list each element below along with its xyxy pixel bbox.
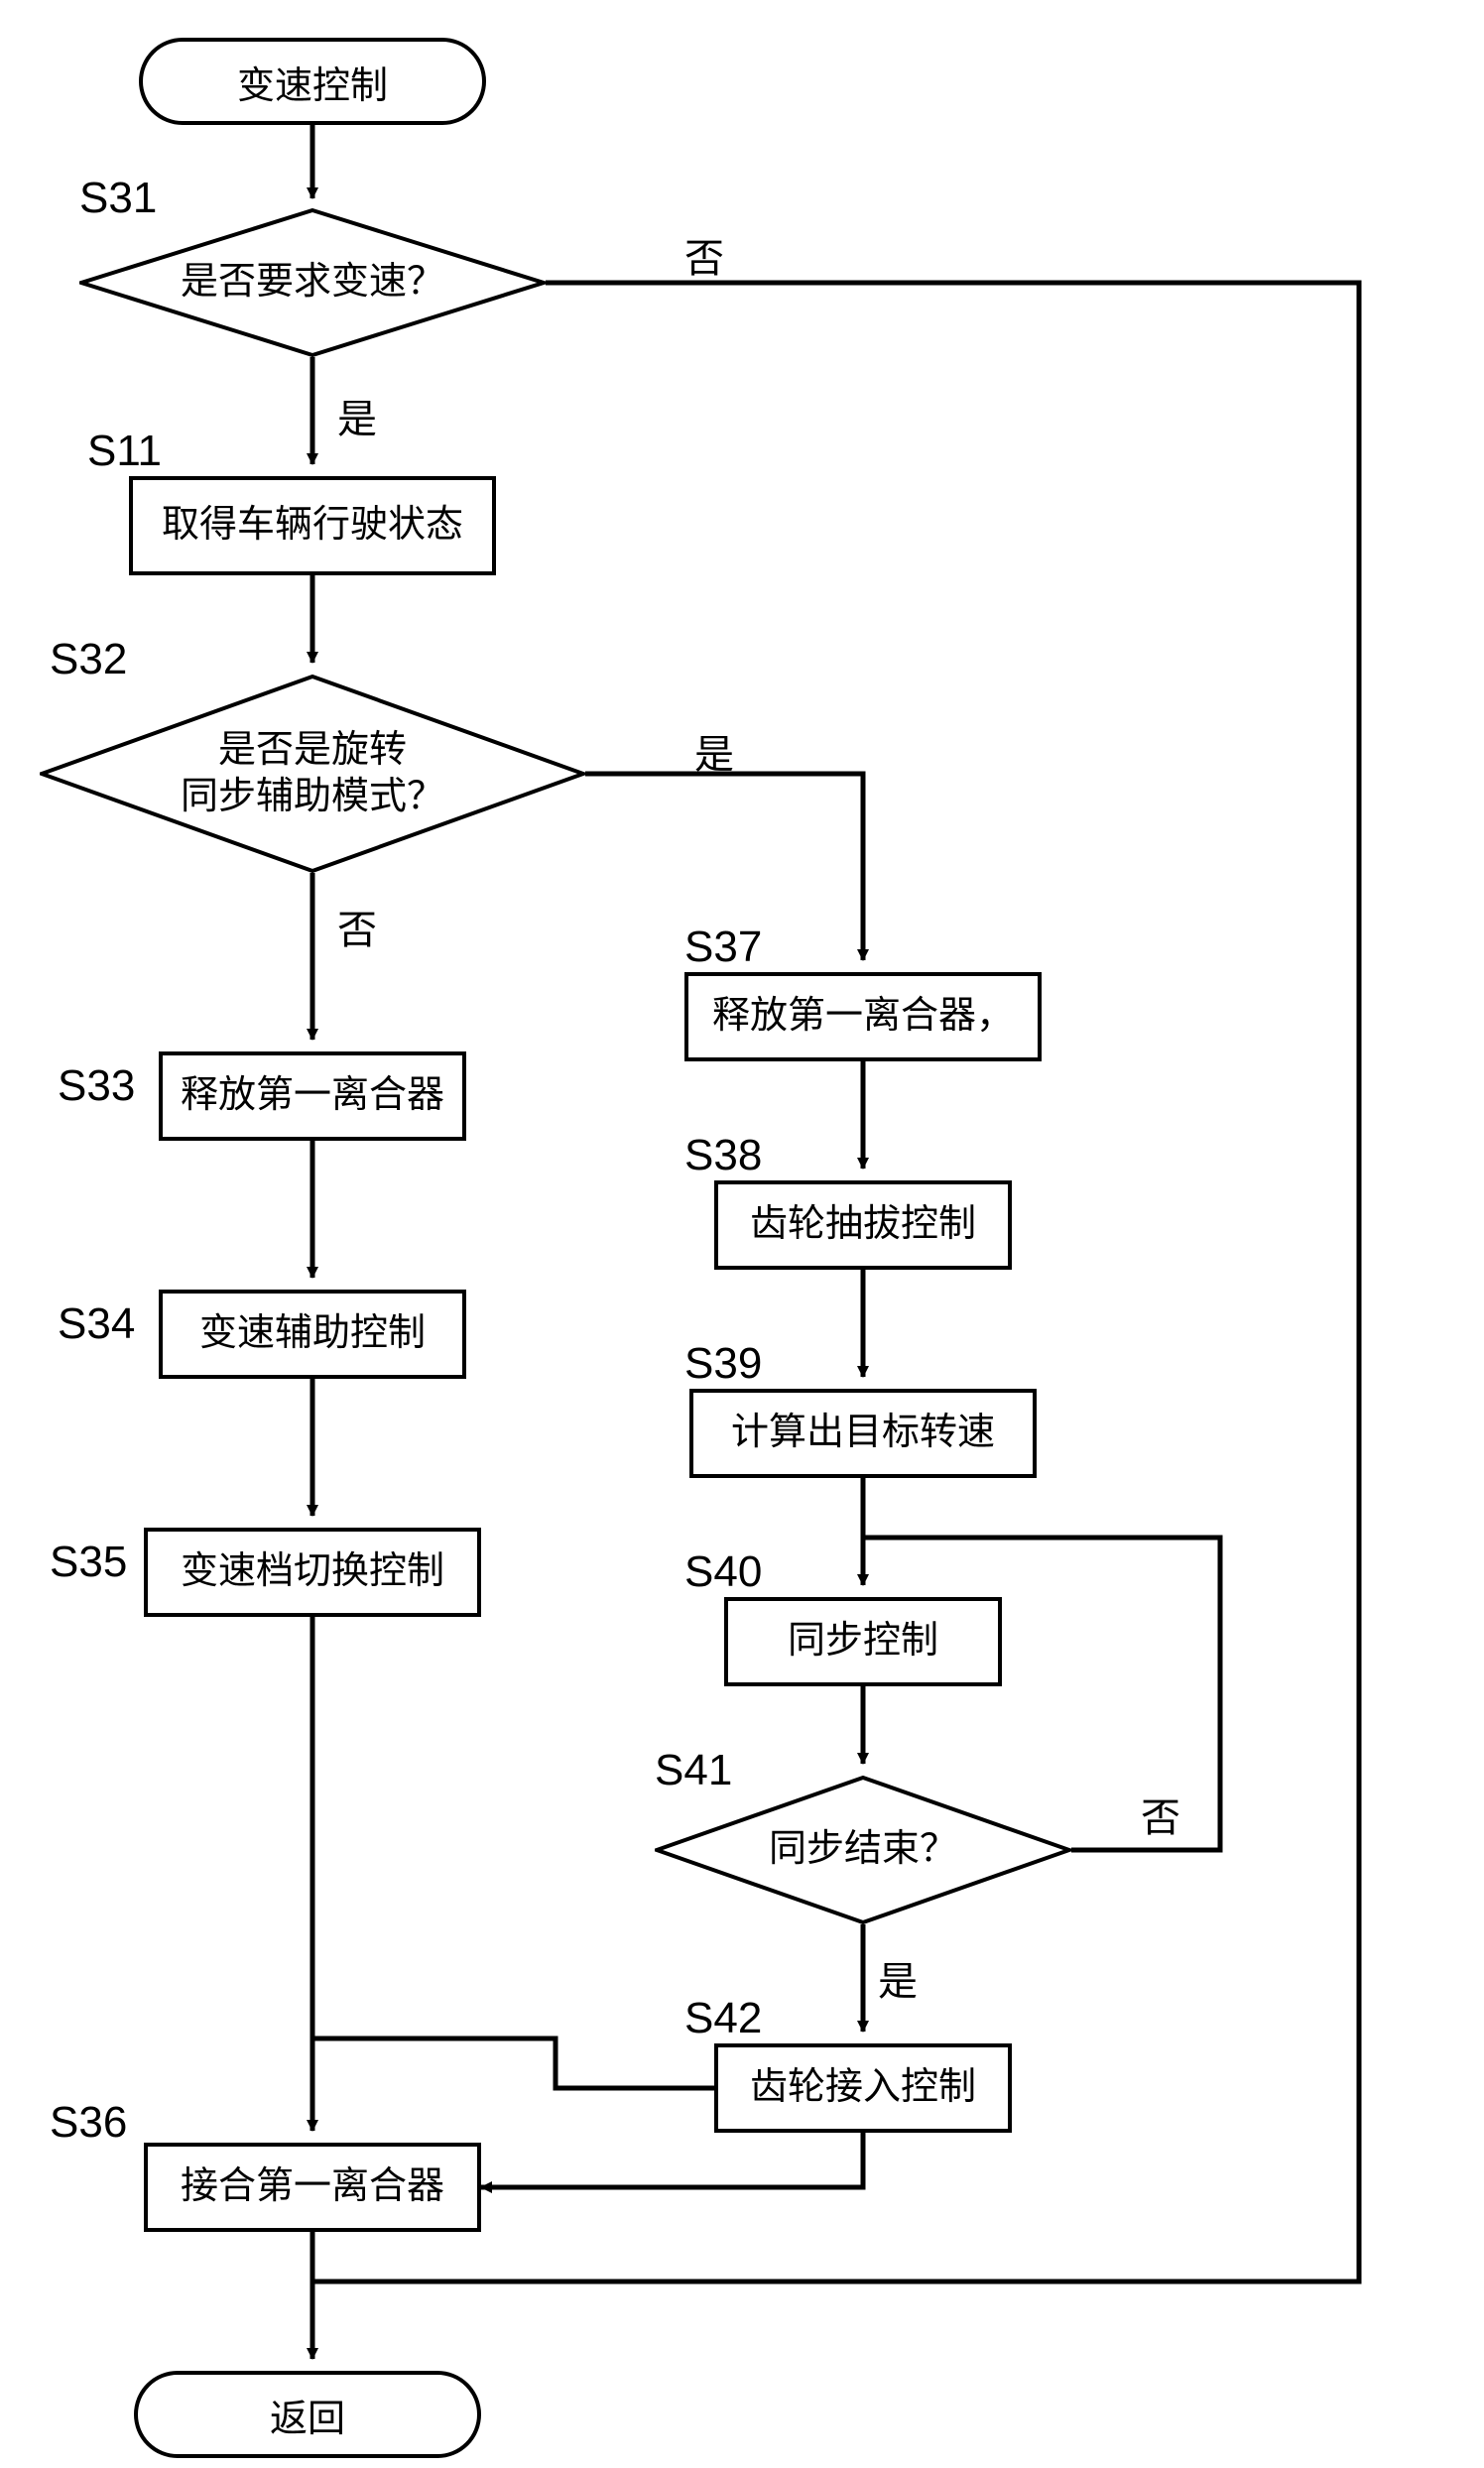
label-s36: S36 [50,2098,127,2148]
process-s34: 变速辅助控制 [159,1290,466,1379]
process-s42: 齿轮接入控制 [714,2043,1012,2133]
decision-s31-text: 是否要求变速？ [181,259,444,307]
label-s37: S37 [684,923,762,972]
process-s11: 取得车辆行驶状态 [129,476,496,575]
decision-s31: 是否要求变速？ [79,208,546,357]
terminator-start-text: 变速控制 [237,55,388,109]
label-s32: S32 [50,635,127,684]
process-s39: 计算出目标转速 [689,1389,1037,1478]
label-s35: S35 [50,1538,127,1587]
label-s11: S11 [87,427,162,476]
process-s33-text: 释放第一离合器 [181,1070,444,1121]
process-s40-text: 同步控制 [788,1616,938,1666]
flowchart-canvas: 变速控制 返回 是否要求变速？ 是否是旋转同步辅助模式？ 同步结束？ 取得车辆行… [0,0,1484,2468]
process-s40: 同步控制 [724,1597,1002,1686]
edge-s41-no: 否 [1141,1786,1180,1843]
process-s35-text: 变速档切换控制 [181,1546,444,1597]
decision-s32: 是否是旋转同步辅助模式？ [40,675,585,873]
process-s39-text: 计算出目标转速 [731,1408,995,1458]
label-s38: S38 [684,1131,762,1180]
terminator-return-text: 返回 [270,2388,345,2442]
edge-s41-yes: 是 [878,1949,918,2007]
decision-s41-text: 同步结束？ [769,1826,957,1874]
process-s36-text: 接合第一离合器 [181,2161,444,2212]
edge-s31-no: 否 [684,226,724,284]
decision-s41: 同步结束？ [655,1776,1071,1924]
terminator-return: 返回 [134,2371,481,2458]
label-s33: S33 [58,1061,135,1111]
process-s11-text: 取得车辆行驶状态 [162,500,463,551]
label-s42: S42 [684,1994,762,2043]
terminator-start: 变速控制 [139,38,486,125]
process-s37: 释放第一离合器， [684,972,1042,1061]
process-s42-text: 齿轮接入控制 [750,2062,976,2113]
decision-s32-text: 是否是旋转同步辅助模式？ [40,675,585,873]
process-s33: 释放第一离合器 [159,1051,466,1141]
edge-s32-no: 否 [337,898,377,955]
process-s38-text: 齿轮抽拔控制 [750,1199,976,1250]
edge-s31-yes: 是 [337,387,377,444]
process-s34-text: 变速辅助控制 [199,1308,426,1359]
process-s37-text: 释放第一离合器， [712,991,1014,1042]
label-s41: S41 [655,1746,732,1795]
process-s38: 齿轮抽拔控制 [714,1180,1012,1270]
process-s36: 接合第一离合器 [144,2143,481,2232]
label-s39: S39 [684,1339,762,1389]
edge-s32-yes: 是 [694,722,734,780]
label-s40: S40 [684,1547,762,1597]
process-s35: 变速档切换控制 [144,1528,481,1617]
label-s31: S31 [79,174,157,223]
label-s34: S34 [58,1299,135,1349]
